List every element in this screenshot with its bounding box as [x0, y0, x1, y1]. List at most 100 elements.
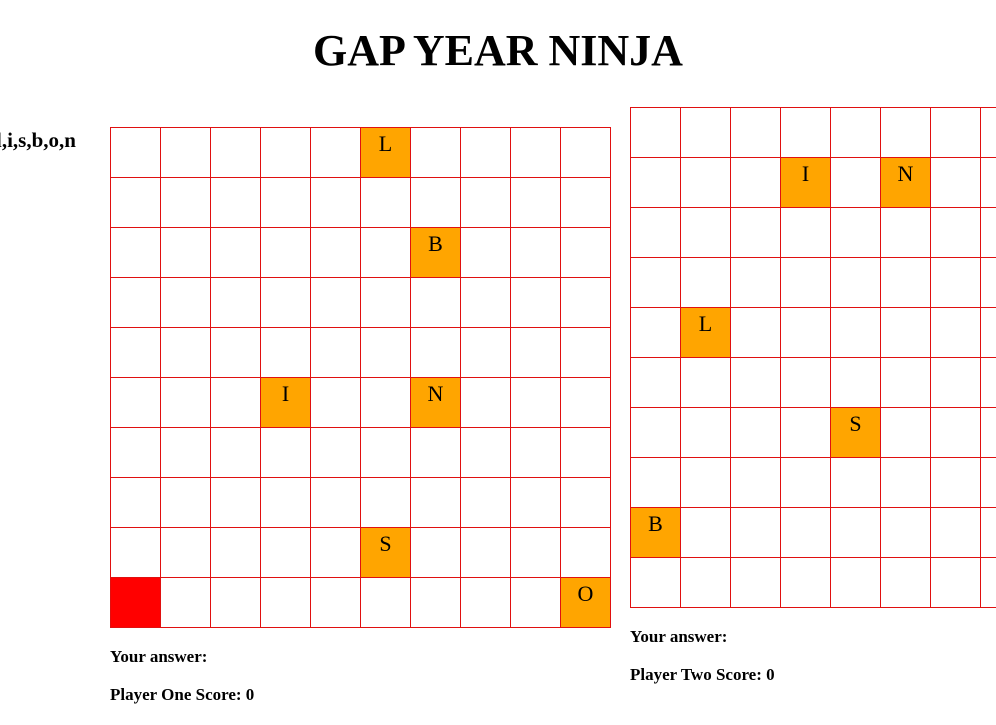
p1-grid-cell[interactable]	[161, 378, 211, 428]
p2-grid-cell[interactable]	[931, 458, 981, 508]
p2-grid-cell[interactable]	[981, 208, 996, 258]
p2-grid-cell[interactable]	[781, 408, 831, 458]
p1-grid-cell[interactable]	[261, 228, 311, 278]
p2-grid-cell[interactable]	[681, 558, 731, 608]
p2-grid-cell[interactable]	[831, 308, 881, 358]
p2-grid-cell[interactable]	[931, 508, 981, 558]
p1-letter-tile[interactable]: L	[361, 128, 411, 178]
p1-grid-cell[interactable]	[461, 328, 511, 378]
p1-grid-cell[interactable]	[261, 578, 311, 628]
p1-grid-cell[interactable]	[161, 528, 211, 578]
p1-grid-cell[interactable]	[211, 178, 261, 228]
p2-grid-cell[interactable]	[981, 308, 996, 358]
p1-grid-cell[interactable]	[161, 278, 211, 328]
p2-grid-cell[interactable]	[981, 358, 996, 408]
p2-grid-cell[interactable]	[681, 458, 731, 508]
p1-grid-cell[interactable]	[211, 378, 261, 428]
p2-grid-cell[interactable]	[731, 158, 781, 208]
p2-grid-cell[interactable]	[931, 308, 981, 358]
p2-grid-cell[interactable]	[981, 558, 996, 608]
p2-grid-cell[interactable]	[631, 458, 681, 508]
p2-letter-tile[interactable]: B	[631, 508, 681, 558]
p1-grid-cell[interactable]	[511, 578, 561, 628]
p2-grid-cell[interactable]	[881, 308, 931, 358]
p2-grid-cell[interactable]	[731, 508, 781, 558]
p1-grid-cell[interactable]	[311, 528, 361, 578]
p1-grid-cell[interactable]	[261, 178, 311, 228]
p1-grid-cell[interactable]	[561, 528, 611, 578]
p2-grid-cell[interactable]	[781, 208, 831, 258]
p1-grid-cell[interactable]	[161, 178, 211, 228]
p1-grid-cell[interactable]	[411, 278, 461, 328]
p2-grid-cell[interactable]	[931, 108, 981, 158]
p1-grid-cell[interactable]	[561, 278, 611, 328]
p1-grid-cell[interactable]	[211, 578, 261, 628]
p1-grid-cell[interactable]	[411, 328, 461, 378]
p2-grid-cell[interactable]	[831, 458, 881, 508]
p1-grid-cell[interactable]	[111, 478, 161, 528]
p1-grid-cell[interactable]	[161, 578, 211, 628]
p2-grid-cell[interactable]	[731, 358, 781, 408]
p2-grid-cell[interactable]	[731, 258, 781, 308]
p2-grid-cell[interactable]	[631, 108, 681, 158]
p1-grid-cell[interactable]	[261, 528, 311, 578]
p1-grid-cell[interactable]	[411, 178, 461, 228]
p1-grid-cell[interactable]	[561, 178, 611, 228]
p2-grid-cell[interactable]	[931, 558, 981, 608]
p2-grid-cell[interactable]	[881, 408, 931, 458]
p1-letter-tile[interactable]: N	[411, 378, 461, 428]
p1-grid-cell[interactable]	[361, 428, 411, 478]
p2-grid-cell[interactable]	[931, 158, 981, 208]
p1-grid-cell[interactable]	[361, 328, 411, 378]
p2-grid-cell[interactable]	[831, 108, 881, 158]
p1-grid-cell[interactable]	[461, 178, 511, 228]
p2-grid-cell[interactable]	[931, 358, 981, 408]
p2-grid-cell[interactable]	[831, 508, 881, 558]
p1-grid-cell[interactable]	[561, 478, 611, 528]
p1-grid-cell[interactable]	[311, 378, 361, 428]
p2-letter-tile[interactable]: N	[881, 158, 931, 208]
p2-grid-cell[interactable]	[981, 508, 996, 558]
p1-grid-cell[interactable]	[461, 428, 511, 478]
p1-player-marker[interactable]	[111, 578, 161, 628]
p1-grid-cell[interactable]	[311, 228, 361, 278]
p1-grid-cell[interactable]	[161, 428, 211, 478]
p1-grid-cell[interactable]	[211, 278, 261, 328]
p1-grid-cell[interactable]	[511, 178, 561, 228]
p1-letter-tile[interactable]: I	[261, 378, 311, 428]
p2-grid-cell[interactable]	[781, 258, 831, 308]
p1-grid-cell[interactable]	[161, 328, 211, 378]
p2-grid-cell[interactable]	[681, 258, 731, 308]
p1-grid-cell[interactable]	[461, 228, 511, 278]
p2-grid-cell[interactable]	[681, 508, 731, 558]
p1-grid-cell[interactable]	[511, 378, 561, 428]
p1-grid-cell[interactable]	[211, 128, 261, 178]
p2-grid-cell[interactable]	[781, 458, 831, 508]
p1-grid-cell[interactable]	[261, 128, 311, 178]
p2-grid-cell[interactable]	[731, 458, 781, 508]
p2-grid-cell[interactable]	[681, 158, 731, 208]
p1-grid-cell[interactable]	[211, 228, 261, 278]
p1-grid-cell[interactable]	[511, 428, 561, 478]
p2-grid-cell[interactable]	[931, 208, 981, 258]
p2-grid-cell[interactable]	[881, 508, 931, 558]
p1-grid-cell[interactable]	[111, 278, 161, 328]
p1-grid-cell[interactable]	[561, 428, 611, 478]
p2-grid-cell[interactable]	[881, 258, 931, 308]
p2-grid-cell[interactable]	[781, 358, 831, 408]
p1-grid-cell[interactable]	[511, 528, 561, 578]
p1-grid-cell[interactable]	[511, 478, 561, 528]
p2-grid-cell[interactable]	[731, 208, 781, 258]
p2-grid-cell[interactable]	[831, 258, 881, 308]
p2-grid-cell[interactable]	[881, 558, 931, 608]
p1-grid-cell[interactable]	[111, 328, 161, 378]
p1-grid-cell[interactable]	[111, 378, 161, 428]
p1-grid-cell[interactable]	[411, 128, 461, 178]
p1-grid-cell[interactable]	[561, 328, 611, 378]
p2-grid-cell[interactable]	[731, 308, 781, 358]
p2-grid-cell[interactable]	[981, 408, 996, 458]
p1-grid-cell[interactable]	[461, 578, 511, 628]
p1-grid-cell[interactable]	[261, 278, 311, 328]
p1-letter-tile[interactable]: O	[561, 578, 611, 628]
p1-grid-cell[interactable]	[511, 328, 561, 378]
